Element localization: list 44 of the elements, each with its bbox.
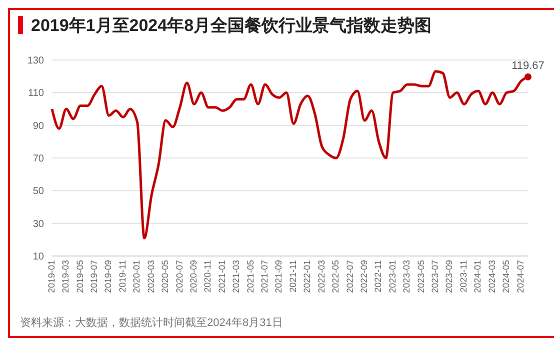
x-tick-label: 2020-11 — [202, 260, 213, 292]
x-tick-label: 2019-07 — [89, 260, 100, 294]
y-tick-label: 110 — [28, 88, 44, 100]
x-tick-label: 2021-07 — [260, 260, 270, 294]
x-tick-label: 2023-03 — [402, 260, 412, 294]
x-tick-label: 2019-11 — [117, 260, 128, 292]
text: 资料来源：大数据，数据统计时间截至2024年8月31日 — [20, 316, 283, 330]
y-tick-label: 10 — [32, 252, 44, 263]
x-tick-label: 2022-01 — [302, 260, 312, 294]
x-tick-label: 2024-07 — [515, 260, 526, 294]
x-tick-label: 2023-05 — [416, 260, 426, 294]
data-label: 119.67 — [512, 60, 544, 72]
x-tick-label: 2020-05 — [160, 260, 170, 294]
x-tick-label: 2020-03 — [146, 260, 156, 294]
x-tick-label: 2019-09 — [103, 260, 114, 294]
y-tick-label: 30 — [32, 218, 44, 230]
x-tick-label: 2022-07 — [344, 260, 355, 294]
x-tick-label: 2022-05 — [330, 260, 341, 294]
x-tick-label: 2020-01 — [132, 260, 142, 294]
x-tick-label: 2024-03 — [486, 260, 497, 294]
y-tick-label: 130 — [27, 56, 44, 67]
x-tick-label: 2019-03 — [60, 260, 71, 294]
chart-title: 2019年1月至2024年8月全国餐饮行业景气指数走势图 — [31, 14, 432, 36]
x-tick-label: 2023-09 — [444, 260, 454, 294]
x-tick-label: 2022-03 — [316, 260, 326, 294]
x-tick-label: 2020-09 — [188, 260, 198, 294]
x-tick-label: 2020-07 — [174, 260, 184, 294]
y-tick-label: 50 — [32, 186, 44, 198]
x-tick-label: 2019-05 — [74, 260, 85, 294]
x-tick-label: 2021-09 — [274, 260, 284, 294]
x-tick-label: 2019-01 — [46, 260, 56, 294]
x-tick-label: 2023-01 — [387, 260, 398, 294]
x-tick-label: 2023-11 — [458, 260, 468, 292]
x-tick-label: 2021-05 — [245, 260, 256, 294]
x-tick-label: 2024-01 — [472, 260, 483, 294]
x-tick-label: 2021-11 — [288, 260, 298, 292]
x-tick-label: 2022-09 — [358, 260, 369, 294]
x-tick-label: 2022-11 — [373, 260, 384, 292]
x-tick-label: 2023-07 — [430, 260, 440, 294]
y-tick-label: 90 — [32, 120, 44, 132]
x-tick-label: 2024-05 — [501, 260, 512, 294]
x-tick-label: 2021-03 — [231, 260, 242, 294]
y-tick-label: 70 — [32, 154, 44, 165]
x-tick-label: 2021-01 — [216, 260, 227, 294]
